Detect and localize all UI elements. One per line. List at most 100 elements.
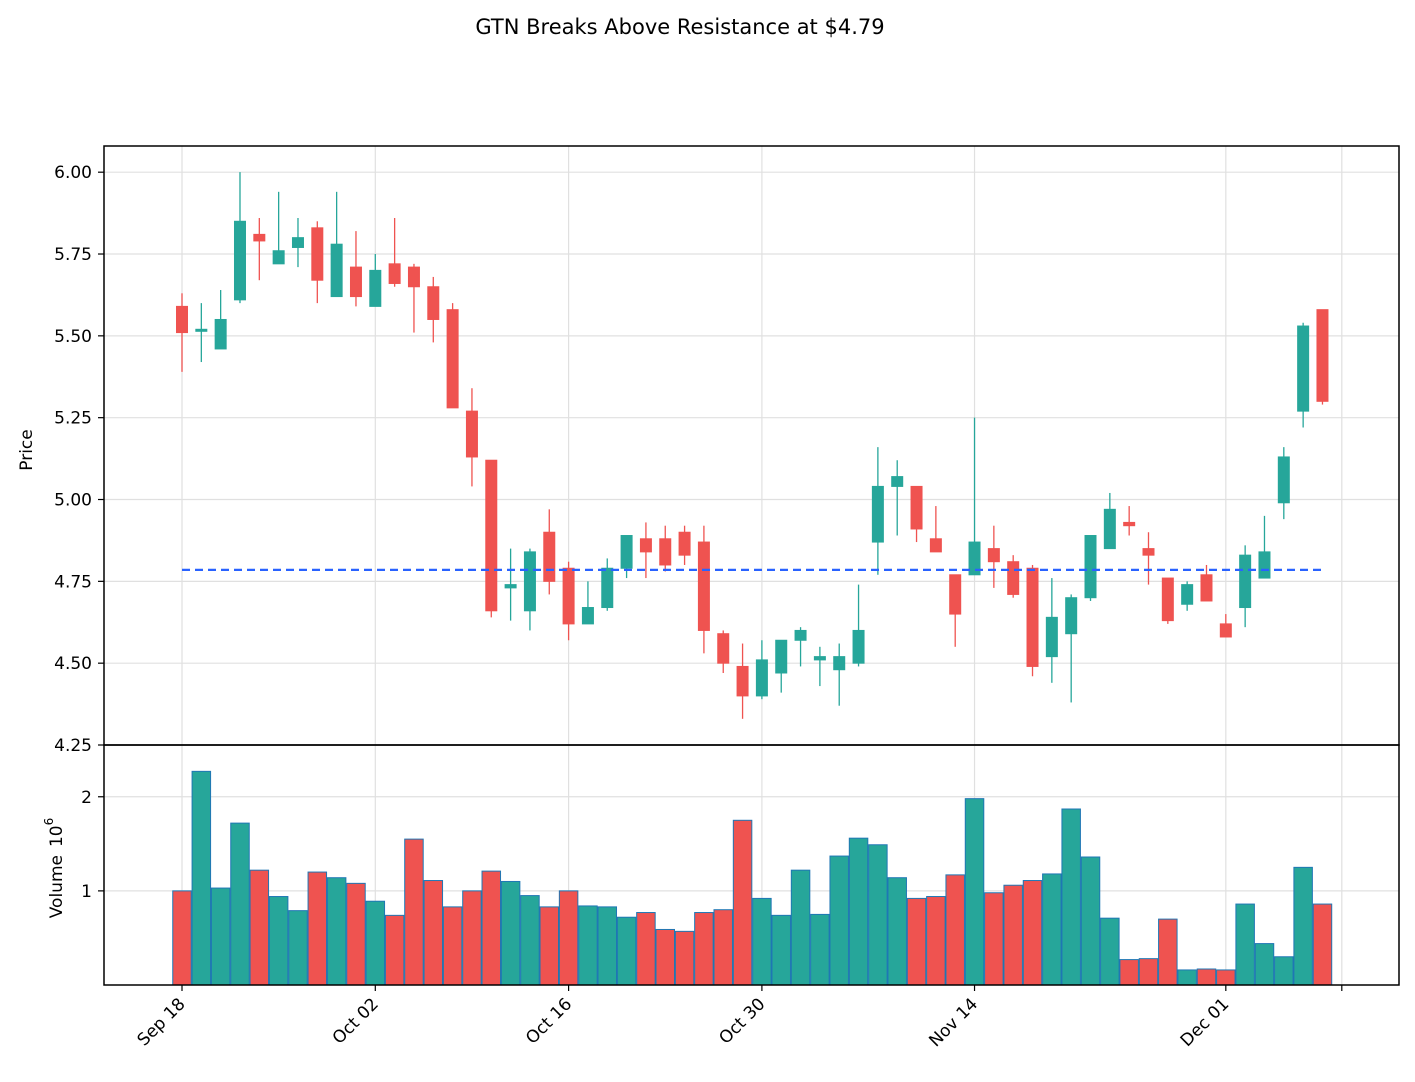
price-axis: 4.25 4.50 4.75 5.00 5.25 5.50 5.75 6.00 — [54, 163, 104, 756]
volume-bar — [1138, 958, 1159, 986]
price-tick-label: 5.50 — [54, 327, 92, 347]
candle-body — [1142, 548, 1155, 556]
volume-axis-scale-base: 10 — [47, 825, 67, 847]
candle-body — [581, 607, 594, 625]
volume-bar — [1022, 880, 1043, 986]
volume-bar — [539, 906, 560, 986]
candle-body — [813, 656, 826, 661]
volume-bar — [191, 770, 212, 986]
price-candles — [176, 172, 1329, 719]
date-tick-label: Oct 30 — [715, 994, 769, 1048]
candle — [485, 459, 498, 618]
volume-bar — [1042, 873, 1062, 986]
volume-axis-title-text: Volume — [47, 855, 67, 918]
volume-bar — [926, 896, 946, 986]
volume-bar — [1235, 903, 1255, 986]
candle-body — [1123, 521, 1136, 527]
candle — [233, 172, 246, 304]
price-tick-label: 5.75 — [54, 245, 92, 265]
candle-body — [369, 269, 382, 307]
candle — [1277, 447, 1290, 520]
candle-body — [601, 567, 614, 609]
candle-body — [1026, 567, 1039, 667]
candle — [987, 525, 1000, 588]
volume-bar — [462, 890, 482, 986]
candle-body — [620, 535, 633, 569]
candle-body — [639, 538, 652, 553]
candle-body — [485, 459, 498, 612]
candle — [349, 231, 362, 307]
candle-body — [504, 584, 517, 589]
date-tick-label: Sep 18 — [134, 994, 190, 1050]
volume-bar — [945, 874, 965, 986]
candle-body — [794, 629, 807, 641]
volume-bar — [404, 838, 424, 986]
candle-body — [176, 305, 188, 334]
candle — [1045, 578, 1058, 683]
date-tick-label: Oct 16 — [522, 994, 576, 1048]
date-tick-label: Oct 02 — [329, 994, 383, 1048]
volume-bar — [442, 906, 463, 986]
price-tick-label: 4.50 — [54, 654, 92, 674]
candle — [736, 643, 749, 719]
volume-bar — [1100, 917, 1120, 986]
candle-body — [291, 237, 304, 248]
volume-bars — [172, 770, 1333, 986]
volume-bar — [984, 892, 1004, 986]
volume-bar — [597, 906, 618, 986]
volume-bar — [810, 913, 830, 986]
volume-bar — [655, 928, 675, 986]
candle-body — [891, 476, 904, 487]
volume-axis-title: Volume 106 — [42, 818, 67, 919]
volume-bar — [674, 930, 695, 986]
volume-bar — [694, 912, 714, 986]
volume-bar — [713, 909, 733, 986]
candle — [1297, 322, 1310, 428]
candle — [1181, 581, 1194, 611]
volume-axis-scale-exponent: 6 — [42, 818, 56, 826]
volume-bar — [771, 914, 791, 986]
candle-body — [968, 541, 981, 576]
volume-bar — [423, 880, 444, 986]
volume-bar — [1196, 968, 1217, 986]
candle-body — [1065, 597, 1078, 635]
volume-bar — [578, 905, 598, 986]
chart-title: GTN Breaks Above Resistance at $4.79 — [475, 15, 884, 39]
candle — [272, 191, 285, 265]
volume-bar — [326, 877, 347, 986]
volume-bar — [1061, 808, 1081, 986]
date-tick-label: Dec 01 — [1177, 994, 1234, 1051]
volume-bar — [1080, 856, 1101, 986]
candle — [1258, 515, 1271, 579]
price-tick-label: 4.75 — [54, 572, 92, 592]
candle-body — [736, 665, 749, 697]
candle-body — [214, 318, 227, 350]
volume-bar — [210, 887, 231, 986]
candle — [562, 561, 575, 641]
volume-bar — [790, 869, 811, 986]
volume-bar — [752, 897, 772, 986]
candle — [407, 263, 420, 333]
candle — [871, 447, 884, 575]
volume-axis: 12 — [81, 788, 104, 902]
candle — [1026, 564, 1039, 677]
volume-bar — [829, 855, 849, 986]
candle-body — [1084, 535, 1097, 599]
volume-bar — [1274, 956, 1294, 986]
volume-bar — [1177, 969, 1197, 986]
candle-body — [330, 243, 343, 298]
candle-body — [833, 656, 846, 671]
candle-body — [1297, 325, 1310, 412]
candle — [794, 627, 807, 667]
candle-body — [775, 639, 788, 674]
volume-bar — [906, 897, 927, 986]
volume-bar — [732, 819, 753, 986]
volume-bar — [1254, 943, 1275, 986]
candle — [427, 276, 440, 343]
volume-bar — [848, 837, 869, 986]
price-tick-label: 6.00 — [54, 163, 92, 183]
candle — [891, 460, 904, 536]
candle — [291, 218, 304, 268]
